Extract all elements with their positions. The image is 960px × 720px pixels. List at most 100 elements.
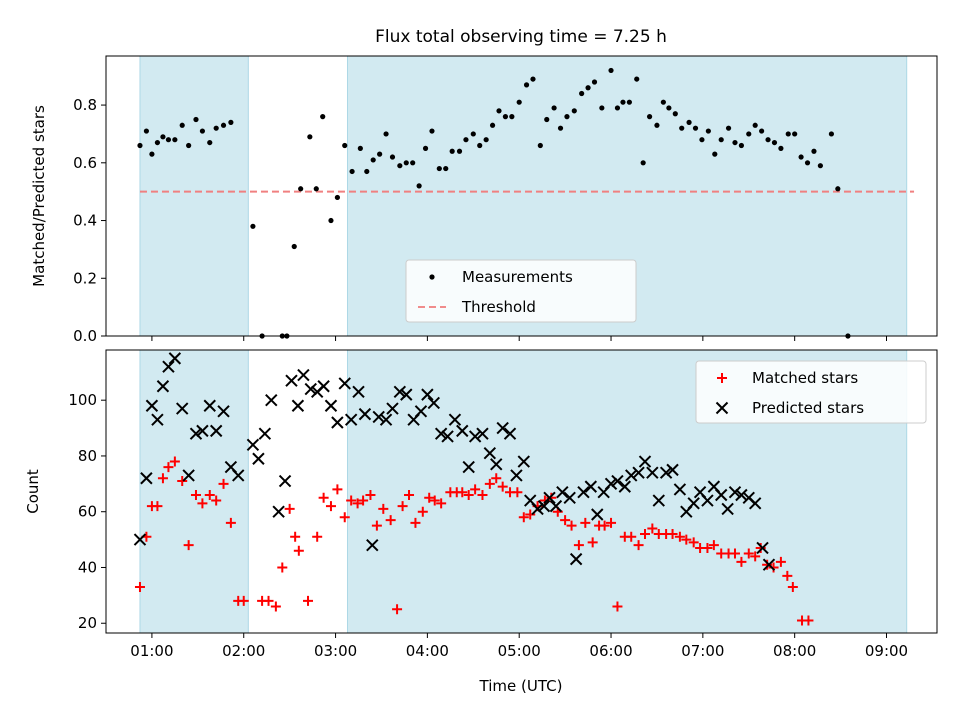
data-point — [424, 492, 435, 503]
legend: Measurements Threshold — [405, 259, 637, 323]
data-point — [160, 134, 166, 140]
data-point — [579, 90, 585, 97]
data-point — [400, 388, 413, 401]
data-point — [569, 552, 583, 566]
data-point — [681, 534, 692, 545]
data-point — [365, 489, 376, 500]
data-point — [512, 487, 523, 498]
data-point — [209, 424, 223, 438]
data-point — [389, 154, 396, 160]
data-point — [334, 194, 340, 201]
data-point — [632, 466, 645, 479]
data-point — [213, 125, 219, 131]
data-point — [626, 531, 637, 542]
data-point — [483, 137, 489, 143]
data-point — [483, 446, 497, 460]
data-point — [477, 489, 488, 500]
data-point — [427, 396, 441, 410]
data-point — [666, 463, 679, 477]
data-point — [386, 402, 399, 415]
data-point — [699, 137, 705, 143]
data-point — [344, 413, 358, 426]
data-point — [339, 512, 350, 523]
data-point — [436, 498, 447, 509]
data-point — [410, 517, 421, 528]
data-point — [688, 537, 699, 548]
data-point — [203, 399, 216, 412]
data-point — [421, 388, 434, 401]
data-point — [189, 427, 203, 440]
data-point — [162, 360, 175, 373]
data-point — [477, 142, 483, 149]
data-point — [371, 520, 382, 531]
data-point — [217, 405, 230, 418]
data-point — [732, 139, 738, 146]
data-point — [404, 489, 415, 500]
data-point — [503, 427, 517, 440]
data-point — [502, 114, 509, 120]
y-tick-label: 20 — [78, 614, 97, 632]
data-point — [715, 488, 728, 502]
data-point — [377, 151, 383, 157]
data-point — [190, 489, 201, 500]
data-point — [765, 137, 771, 143]
legend-box — [695, 360, 927, 424]
data-point — [370, 157, 376, 163]
data-point — [332, 484, 343, 495]
x-tick-label: 07:00 — [681, 642, 724, 660]
data-point — [484, 478, 495, 489]
y-tick-label: 0.4 — [73, 212, 97, 230]
data-point — [608, 67, 614, 74]
data-point — [383, 131, 389, 137]
data-point — [759, 128, 765, 134]
data-point — [587, 537, 598, 548]
data-point — [207, 139, 213, 146]
data-point — [290, 531, 301, 542]
x-tick-label: 03:00 — [314, 642, 357, 660]
data-point — [771, 139, 778, 146]
data-point — [165, 137, 172, 143]
data-point — [443, 165, 449, 172]
data-point — [543, 491, 556, 504]
data-point — [456, 424, 469, 438]
data-point — [496, 108, 502, 114]
data-point — [510, 469, 523, 482]
y-tick-label: 60 — [78, 503, 97, 521]
data-point — [618, 480, 632, 493]
data-point — [414, 405, 428, 418]
data-point — [456, 148, 463, 154]
data-point — [721, 502, 734, 516]
data-point — [652, 494, 665, 507]
data-point — [606, 517, 617, 528]
data-point — [218, 478, 229, 489]
upper-panel: 0.0 0.2 0.4 0.6 0.8 Matched/Predicted stars Me… — [30, 55, 938, 345]
data-point — [530, 76, 536, 82]
data-point — [692, 125, 699, 131]
data-point — [497, 481, 508, 492]
data-point — [557, 125, 564, 131]
observing-window — [139, 55, 249, 337]
data-point — [591, 79, 598, 85]
data-point — [338, 377, 351, 390]
data-point — [523, 82, 530, 88]
data-point — [284, 503, 295, 514]
data-point — [143, 128, 150, 134]
data-point — [729, 548, 740, 559]
x-tick-label: 08:00 — [773, 642, 816, 660]
data-point — [186, 142, 192, 149]
data-point — [468, 430, 482, 443]
data-point — [640, 160, 646, 166]
data-point — [449, 148, 455, 154]
data-point — [525, 509, 536, 520]
data-point — [712, 151, 718, 157]
data-point — [183, 540, 194, 551]
data-point — [803, 615, 814, 626]
y-axis-label: Count — [24, 469, 42, 514]
data-point — [152, 501, 163, 512]
data-point — [278, 474, 292, 488]
x-axis-label: Time (UTC) — [479, 677, 563, 695]
y-tick-label: 40 — [78, 558, 97, 576]
data-point — [611, 474, 624, 488]
data-point — [743, 548, 754, 559]
data-point — [654, 122, 660, 128]
